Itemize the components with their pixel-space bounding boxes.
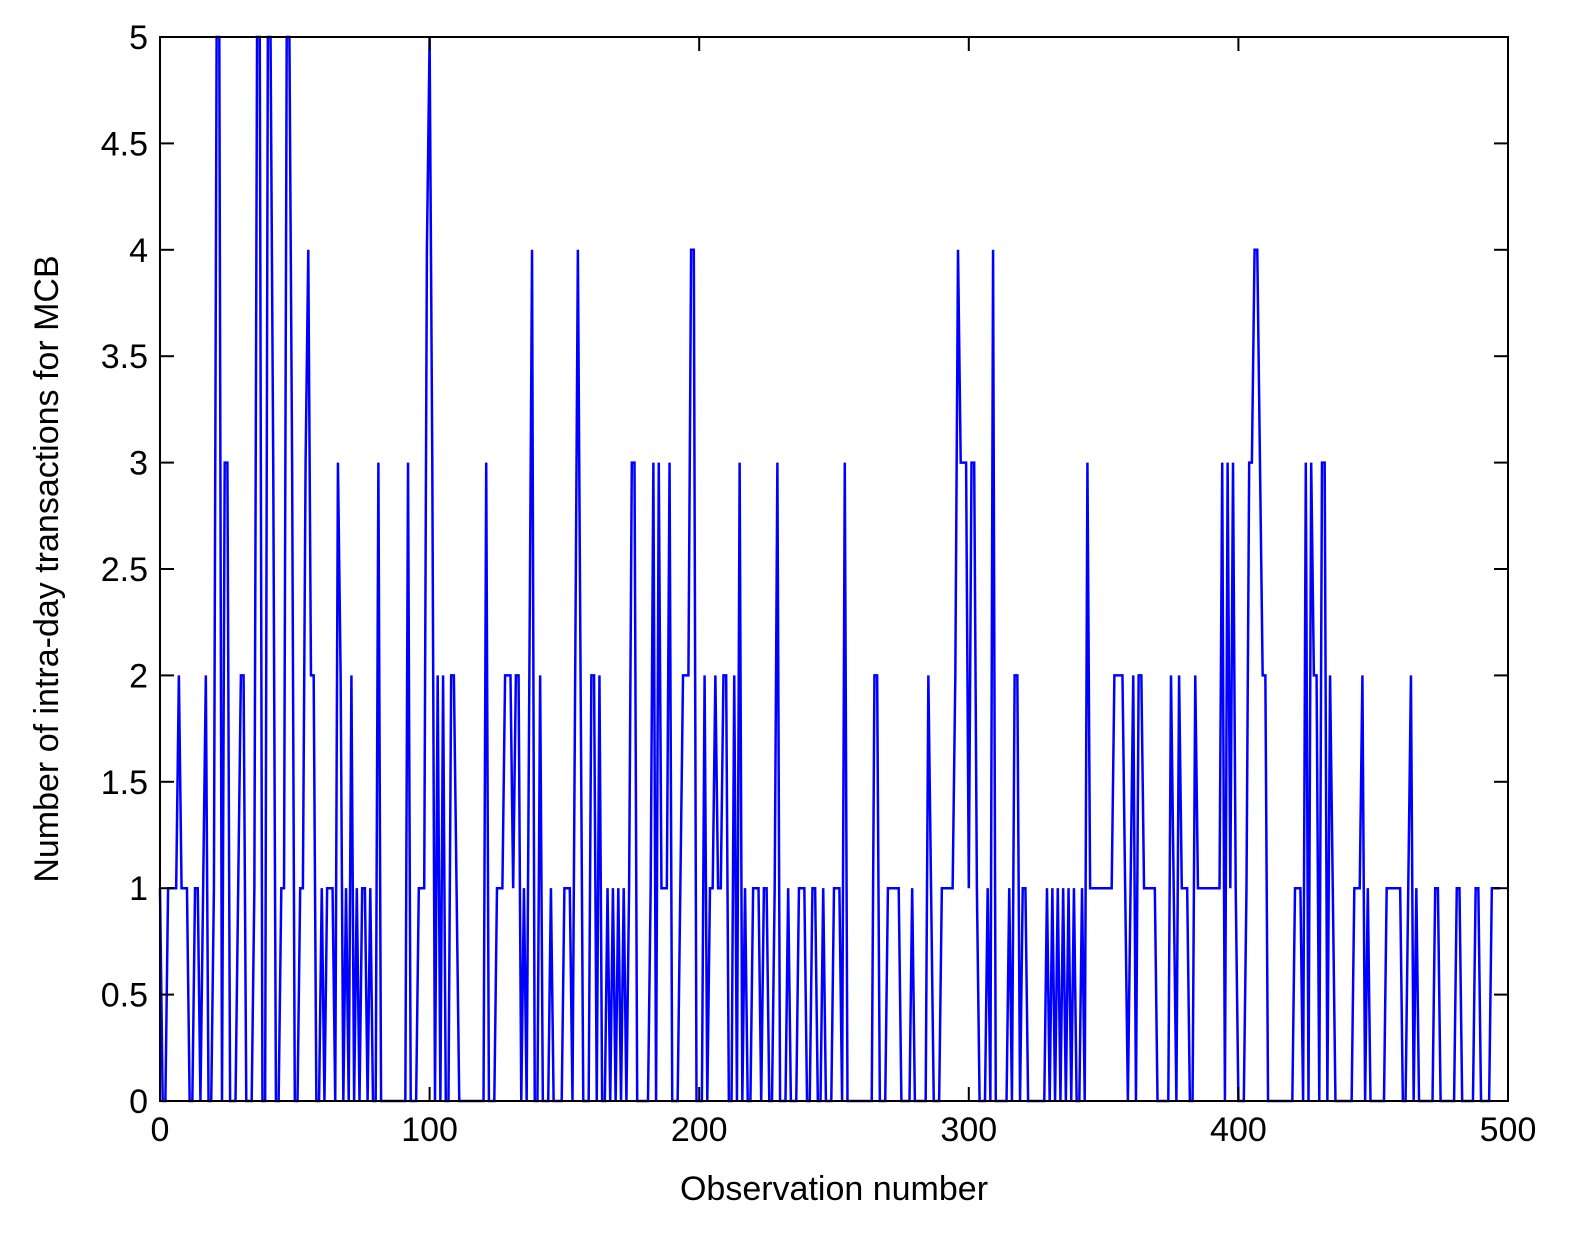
y-tick-label: 0 — [129, 1083, 148, 1121]
x-tick-label: 500 — [1480, 1111, 1537, 1149]
y-tick-label: 2.5 — [101, 551, 148, 589]
y-tick-label: 2 — [129, 657, 148, 695]
y-tick-label: 3 — [129, 445, 148, 483]
x-tick-label: 300 — [940, 1111, 997, 1149]
y-tick-label: 5 — [129, 19, 148, 57]
x-axis-label: Observation number — [680, 1170, 988, 1208]
y-tick-label: 4.5 — [101, 125, 148, 163]
y-tick-label: 1 — [129, 870, 148, 908]
y-tick-label: 3.5 — [101, 338, 148, 376]
x-tick-label: 400 — [1210, 1111, 1267, 1149]
x-tick-label: 0 — [151, 1111, 170, 1149]
y-tick-label: 1.5 — [101, 764, 148, 802]
y-tick-label: 4 — [129, 232, 148, 270]
y-tick-label: 0.5 — [101, 977, 148, 1015]
y-axis-label: Number of intra-day transactions for MCB — [28, 255, 66, 882]
x-tick-label: 100 — [401, 1111, 458, 1149]
x-tick-label: 200 — [671, 1111, 728, 1149]
